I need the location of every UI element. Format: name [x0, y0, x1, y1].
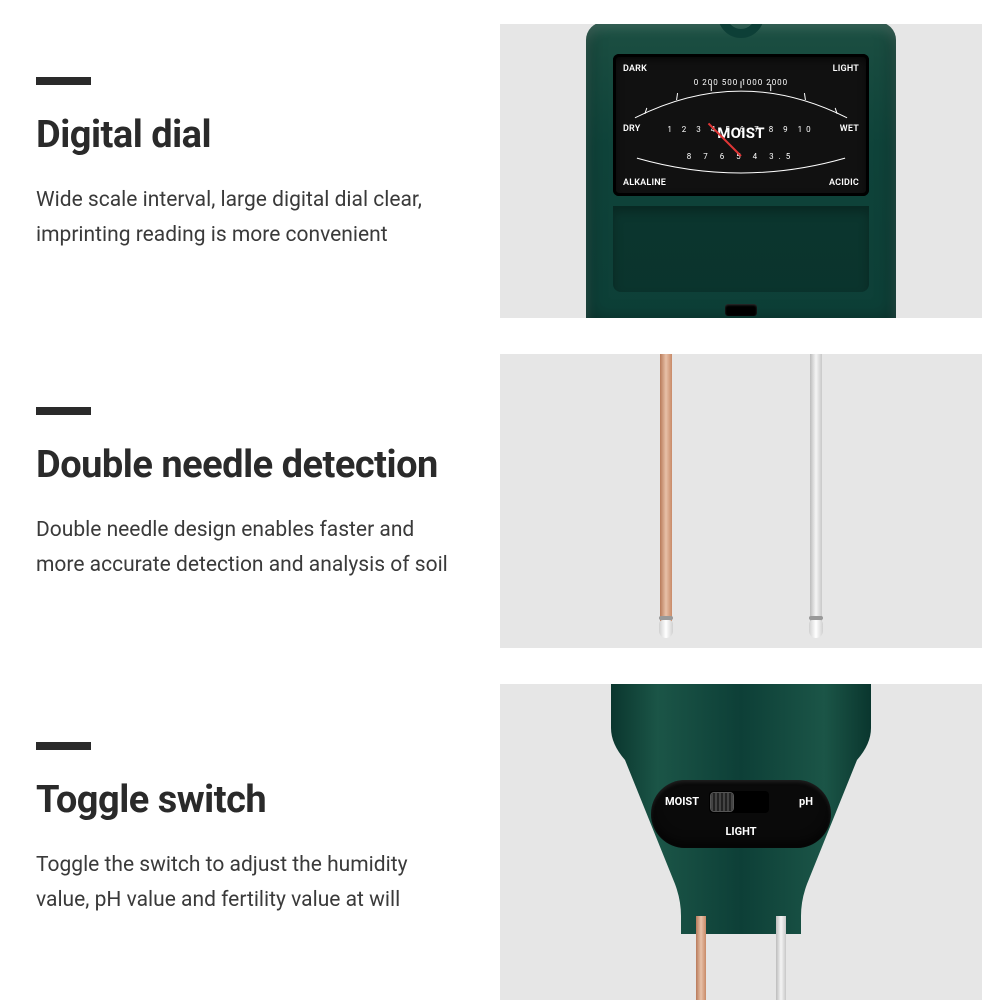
analog-dial: DARK LIGHT DRY MOIST WET ALKALINE ACIDIC: [613, 54, 869, 196]
switch-port-icon: [725, 304, 757, 316]
switch-label-moist: MOIST: [665, 795, 699, 808]
dial-label-light: LIGHT: [833, 64, 859, 74]
probe-silver: [810, 354, 822, 624]
feature-text: Digital dial Wide scale interval, large …: [0, 77, 500, 252]
feature-heading: Digital dial: [36, 113, 480, 157]
probe-silver: [776, 916, 786, 1000]
feature-heading: Double needle detection: [36, 443, 480, 487]
dial-label-dark: DARK: [623, 64, 647, 74]
feature-image-dial: DARK LIGHT DRY MOIST WET ALKALINE ACIDIC: [500, 24, 982, 318]
feature-image-col: DARK LIGHT DRY MOIST WET ALKALINE ACIDIC: [500, 0, 1000, 330]
soil-meter-device: DARK LIGHT DRY MOIST WET ALKALINE ACIDIC: [586, 24, 896, 318]
dial-top-scale: 0 200 500 1000 2000: [627, 78, 855, 87]
device-recess: [613, 206, 869, 292]
probe-copper: [660, 354, 672, 624]
feature-image-switch: MOIST pH LIGHT: [500, 684, 982, 1000]
dial-top-arc: 0 200 500 1000 2000 1 2 3 4 5 6 7 8 9 10: [627, 78, 855, 122]
soil-meter-neck: MOIST pH LIGHT: [601, 684, 881, 934]
hang-loop-icon: [718, 24, 764, 38]
accent-dash: [36, 77, 91, 85]
switch-track[interactable]: [709, 791, 769, 813]
feature-text: Double needle detection Double needle de…: [0, 407, 500, 582]
feature-text: Toggle switch Toggle the switch to adjus…: [0, 742, 500, 917]
feature-image-col: [500, 330, 1000, 660]
dial-bottom-scale: 8 7 6 5 4 3.5: [627, 152, 855, 161]
dial-bottom-arc: 8 7 6 5 4 3.5: [627, 154, 855, 182]
mode-switch-plate: MOIST pH LIGHT: [651, 780, 831, 848]
feature-heading: Toggle switch: [36, 778, 480, 822]
probe-copper: [696, 916, 706, 1000]
switch-label-light: LIGHT: [725, 825, 756, 838]
feature-desc: Toggle the switch to adjust the humidity…: [36, 848, 466, 917]
feature-row-digital-dial: Digital dial Wide scale interval, large …: [0, 0, 1000, 330]
switch-knob[interactable]: [711, 793, 733, 811]
feature-image-probes: [500, 354, 982, 648]
feature-desc: Wide scale interval, large digital dial …: [36, 183, 466, 252]
feature-desc: Double needle design enables faster and …: [36, 513, 466, 582]
feature-row-toggle-switch: Toggle switch Toggle the switch to adjus…: [0, 660, 1000, 1000]
switch-label-ph: pH: [799, 795, 813, 808]
feature-row-double-needle: Double needle detection Double needle de…: [0, 330, 1000, 660]
feature-image-col: MOIST pH LIGHT: [500, 660, 1000, 1000]
dial-mid-scale: 1 2 3 4 5 6 7 8 9 10: [627, 125, 855, 134]
accent-dash: [36, 742, 91, 750]
accent-dash: [36, 407, 91, 415]
